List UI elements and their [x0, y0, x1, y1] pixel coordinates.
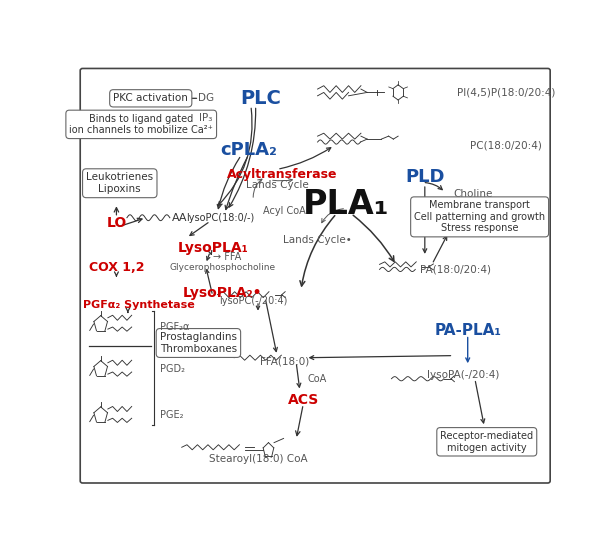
Text: COX 1,2: COX 1,2	[89, 261, 144, 274]
Text: PGE₂: PGE₂	[161, 410, 184, 420]
Text: ACS: ACS	[288, 393, 319, 407]
Text: FFA(18:0): FFA(18:0)	[260, 357, 309, 367]
Text: lysoPC(-/20:4): lysoPC(-/20:4)	[219, 296, 287, 306]
Text: IP₃: IP₃	[199, 112, 212, 123]
Text: LO: LO	[106, 216, 127, 230]
Text: Lands Cycle: Lands Cycle	[245, 180, 309, 191]
Text: Lands Cycle•: Lands Cycle•	[283, 235, 352, 245]
Text: PGF₂α: PGF₂α	[161, 322, 189, 332]
Text: PLA₁: PLA₁	[303, 188, 389, 221]
Text: PLD: PLD	[405, 168, 445, 186]
Text: PI(4,5)P(18:0/20:4): PI(4,5)P(18:0/20:4)	[457, 88, 555, 98]
Text: Glycerophosphocholine: Glycerophosphocholine	[169, 263, 276, 272]
Text: PGD₂: PGD₂	[161, 364, 185, 374]
Text: CoA: CoA	[308, 373, 327, 384]
Text: Receptor-mediated
mitogen activity: Receptor-mediated mitogen activity	[440, 431, 533, 453]
Text: LysoPLA₂•: LysoPLA₂•	[183, 286, 262, 300]
Text: lysoPA(-/20:4): lysoPA(-/20:4)	[427, 370, 499, 379]
Text: Membrane transport
Cell patterning and growth
Stress response: Membrane transport Cell patterning and g…	[414, 200, 545, 234]
Text: PC(18:0/20:4): PC(18:0/20:4)	[470, 140, 542, 150]
Text: AA: AA	[172, 213, 187, 223]
Text: Leukotrienes
Lipoxins: Leukotrienes Lipoxins	[86, 173, 153, 194]
Text: Stearoyl(18:0) CoA: Stearoyl(18:0) CoA	[208, 454, 308, 464]
Text: LysoPLA₁: LysoPLA₁	[177, 241, 248, 256]
Text: DG: DG	[197, 93, 213, 103]
Text: PKC activation: PKC activation	[113, 93, 188, 103]
Text: → FFA: → FFA	[213, 252, 241, 262]
Text: Acyltransferase: Acyltransferase	[226, 168, 337, 181]
Text: PA(18:0/20:4): PA(18:0/20:4)	[420, 264, 491, 275]
FancyBboxPatch shape	[80, 68, 550, 483]
Text: Prostaglandins
Thromboxanes: Prostaglandins Thromboxanes	[160, 332, 237, 354]
Text: Acyl CoA: Acyl CoA	[263, 205, 306, 216]
Text: lysoPC(18:0/-): lysoPC(18:0/-)	[186, 213, 254, 223]
Text: Binds to ligand gated
ion channels to mobilize Ca²⁺: Binds to ligand gated ion channels to mo…	[69, 114, 213, 135]
Text: PGFα₂ Synthetase: PGFα₂ Synthetase	[83, 300, 195, 310]
Text: cPLA₂: cPLA₂	[220, 141, 277, 158]
Text: Choline: Choline	[453, 189, 493, 199]
Text: PLC: PLC	[240, 89, 281, 108]
Text: PA-PLA₁: PA-PLA₁	[434, 323, 501, 338]
